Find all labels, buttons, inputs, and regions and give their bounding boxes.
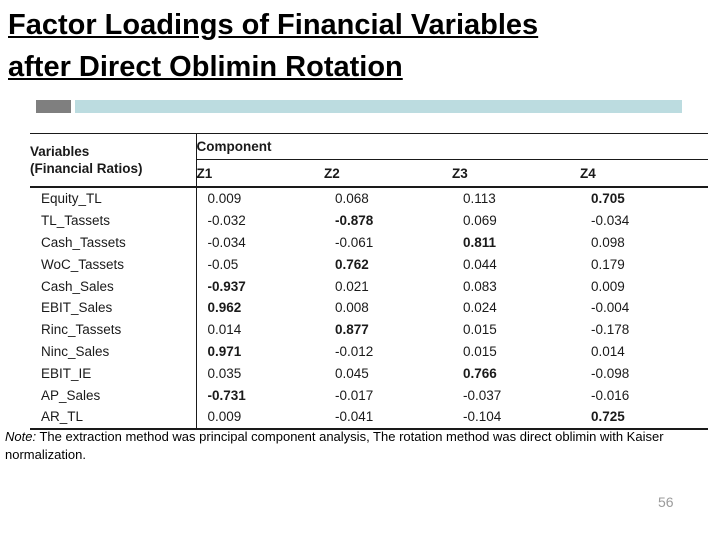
note-text: The extraction method was principal comp…: [5, 429, 664, 462]
variable-name: AR_TL: [30, 405, 197, 429]
loading-value-z3: 0.113: [463, 191, 496, 207]
table-note: Note: The extraction method was principa…: [5, 428, 713, 464]
loading-value-z2: 0.762: [335, 256, 369, 272]
variable-name: TL_Tassets: [30, 209, 197, 232]
loading-value-z4: 0.705: [591, 191, 625, 207]
variable-name: Ninc_Sales: [30, 340, 197, 363]
loading-value-z1: 0.009: [207, 191, 242, 207]
loading-value-z2: -0.041: [335, 409, 374, 425]
loading-value-z1: -0.034: [207, 234, 246, 250]
loading-value-z1: -0.937: [207, 278, 246, 294]
table-row: AR_TL 0.009 -0.041 -0.104 0.725: [30, 405, 708, 429]
variable-name: EBIT_IE: [30, 362, 197, 385]
loading-value-z4: -0.098: [591, 365, 630, 381]
loading-value-z2: -0.061: [335, 234, 374, 250]
loading-value-z1: 0.009: [207, 409, 242, 425]
loading-value-z2: -0.012: [335, 343, 374, 359]
loading-value-z4: -0.178: [591, 322, 630, 338]
loading-value-z2: -0.017: [335, 387, 374, 403]
loading-value-z3: 0.766: [463, 365, 497, 381]
loading-value-z4: 0.098: [591, 234, 625, 250]
variables-column-header: Variables (Financial Ratios): [30, 133, 197, 187]
page-number: 56: [658, 494, 674, 510]
loading-value-z2: 0.877: [335, 322, 369, 338]
loading-value-z4: 0.014: [591, 343, 625, 359]
loading-value-z4: -0.034: [591, 213, 630, 229]
loading-value-z3: 0.015: [463, 322, 497, 338]
loading-value-z3: 0.024: [463, 300, 497, 316]
column-header-z2: Z2: [324, 165, 340, 181]
loading-value-z4: 0.009: [591, 278, 625, 294]
loading-value-z3: 0.015: [463, 343, 497, 359]
factor-loadings-table: Variables (Financial Ratios) Component Z…: [30, 133, 708, 430]
loading-value-z1: -0.05: [207, 256, 239, 272]
loading-value-z3: 0.044: [463, 256, 497, 272]
loading-value-z2: 0.021: [335, 278, 369, 294]
table-row: TL_Tassets -0.032 -0.878 0.069 -0.034: [30, 209, 708, 232]
column-header-z3: Z3: [452, 165, 468, 181]
loading-value-z4: -0.004: [591, 300, 630, 316]
loading-value-z2: 0.068: [335, 191, 369, 207]
loading-value-z3: 0.069: [463, 213, 497, 229]
loading-value-z1: -0.032: [207, 213, 246, 229]
loading-value-z1: 0.962: [207, 300, 242, 316]
table-row: AP_Sales -0.731 -0.017 -0.037 -0.016: [30, 384, 708, 406]
variables-header-line-1: Variables: [30, 144, 90, 159]
variable-name: Cash_Sales: [30, 275, 197, 297]
table-row: EBIT_Sales 0.962 0.008 0.024 -0.004: [30, 296, 708, 319]
table-row: EBIT_IE 0.035 0.045 0.766 -0.098: [30, 362, 708, 385]
table-header: Variables (Financial Ratios) Component Z…: [30, 133, 708, 187]
variable-name: Cash_Tassets: [30, 231, 197, 254]
note-prefix: Note:: [5, 429, 37, 444]
variable-name: EBIT_Sales: [30, 296, 197, 319]
accent-gray-block: [36, 100, 71, 113]
page-title: Factor Loadings of Financial Variables a…: [8, 4, 712, 88]
loading-value-z3: 0.811: [463, 234, 497, 250]
loading-value-z3: -0.104: [463, 409, 502, 425]
variable-name: Rinc_Tassets: [30, 318, 197, 341]
variable-name: WoC_Tassets: [30, 253, 197, 276]
loading-value-z1: -0.731: [207, 387, 246, 403]
accent-blue-bar: [75, 100, 682, 113]
loading-value-z2: 0.008: [335, 300, 369, 316]
loading-value-z1: 0.014: [207, 322, 242, 338]
loading-value-z4: 0.179: [591, 256, 625, 272]
variable-name: AP_Sales: [30, 384, 197, 406]
loading-value-z2: -0.878: [335, 213, 374, 229]
loading-value-z4: 0.725: [591, 409, 625, 425]
column-header-z1: Z1: [196, 165, 213, 181]
table-body: Equity_TL 0.009 0.068 0.113 0.705 TL_Tassets -…: [30, 187, 708, 429]
component-header: Component: [196, 133, 708, 160]
table-row: Cash_Sales -0.937 0.021 0.083 0.009: [30, 275, 708, 297]
variables-header-line-2: (Financial Ratios): [30, 161, 143, 176]
variable-name: Equity_TL: [30, 187, 197, 210]
table-row: Rinc_Tassets 0.014 0.877 0.015 -0.178: [30, 318, 708, 341]
table-row: Equity_TL 0.009 0.068 0.113 0.705: [30, 187, 708, 210]
loading-value-z2: 0.045: [335, 365, 369, 381]
loading-value-z1: 0.971: [207, 343, 242, 359]
title-line-2: after Direct Oblimin Rotation: [8, 51, 403, 83]
loading-value-z1: 0.035: [207, 365, 242, 381]
table-row: Cash_Tassets -0.034 -0.061 0.811 0.098: [30, 231, 708, 254]
loading-value-z4: -0.016: [591, 387, 630, 403]
loading-value-z3: 0.083: [463, 278, 497, 294]
table-row: WoC_Tassets -0.05 0.762 0.044 0.179: [30, 253, 708, 276]
column-header-z4: Z4: [580, 165, 596, 181]
loading-value-z3: -0.037: [463, 387, 502, 403]
table-row: Ninc_Sales 0.971 -0.012 0.015 0.014: [30, 340, 708, 363]
title-line-1: Factor Loadings of Financial Variables: [8, 9, 539, 41]
